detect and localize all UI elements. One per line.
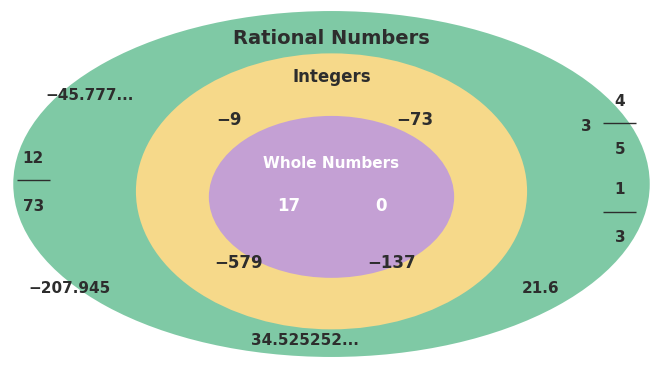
Text: Whole Numbers: Whole Numbers	[263, 156, 400, 171]
Text: −73: −73	[396, 111, 433, 128]
Ellipse shape	[136, 53, 527, 329]
Text: −579: −579	[214, 254, 263, 272]
Text: 1: 1	[615, 182, 625, 197]
Text: 3: 3	[615, 230, 625, 245]
Text: −45.777...: −45.777...	[45, 88, 134, 103]
Text: −207.945: −207.945	[29, 282, 111, 296]
Ellipse shape	[13, 11, 650, 357]
Text: 34.525252...: 34.525252...	[251, 333, 359, 348]
Ellipse shape	[209, 116, 454, 278]
Text: 17: 17	[277, 197, 300, 215]
Text: 73: 73	[23, 199, 44, 213]
Text: Integers: Integers	[292, 68, 371, 86]
Text: Rational Numbers: Rational Numbers	[233, 29, 430, 48]
Text: −137: −137	[367, 254, 416, 272]
Text: 5: 5	[615, 142, 625, 156]
Text: 0: 0	[375, 197, 387, 215]
Text: 3: 3	[581, 120, 592, 134]
Text: −9: −9	[216, 111, 241, 128]
Text: 12: 12	[23, 151, 44, 166]
Text: 4: 4	[615, 94, 625, 109]
Text: 21.6: 21.6	[522, 282, 559, 296]
